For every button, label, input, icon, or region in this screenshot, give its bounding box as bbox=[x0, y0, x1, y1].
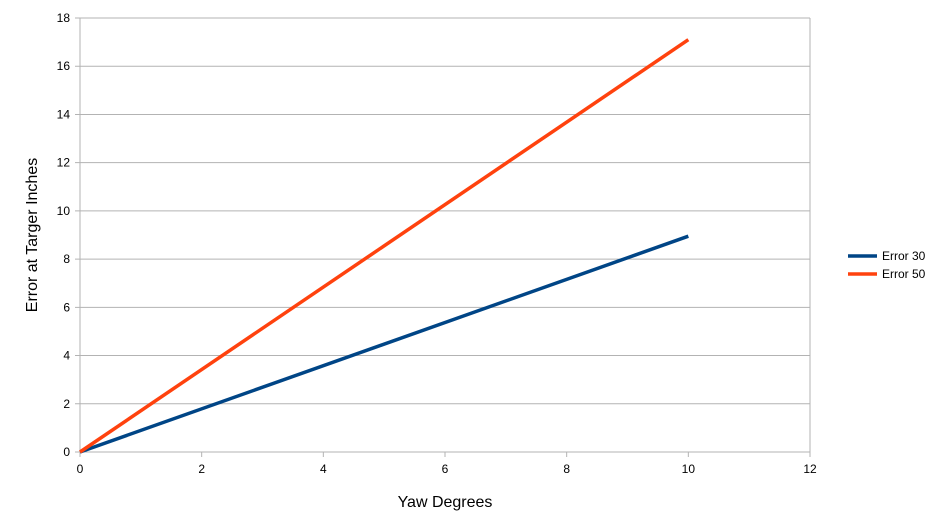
y-tick-label: 12 bbox=[57, 156, 71, 170]
series-line-error-30 bbox=[79, 234, 689, 454]
y-tick-label: 6 bbox=[63, 300, 70, 314]
x-tick-label: 12 bbox=[803, 462, 817, 476]
x-axis-ticks: 0 2 4 6 8 10 12 bbox=[77, 462, 817, 476]
x-tick-label: 0 bbox=[77, 462, 84, 476]
y-tick-label: 2 bbox=[63, 397, 70, 411]
legend-label: Error 30 bbox=[882, 249, 926, 263]
legend-label: Error 50 bbox=[882, 267, 926, 281]
y-tick-label: 14 bbox=[57, 107, 71, 121]
x-tick-label: 10 bbox=[682, 462, 696, 476]
gridlines bbox=[75, 17, 811, 457]
x-tick-label: 8 bbox=[563, 462, 570, 476]
x-tick-label: 6 bbox=[442, 462, 449, 476]
x-tick-label: 4 bbox=[320, 462, 327, 476]
y-tick-label: 8 bbox=[63, 252, 70, 266]
x-axis-title: Yaw Degrees bbox=[398, 494, 493, 511]
y-axis-ticks: 0 2 4 6 8 10 12 14 16 18 bbox=[57, 11, 71, 459]
y-axis-title: Error at Targer Inches bbox=[24, 158, 41, 312]
legend: Error 30 Error 50 bbox=[848, 249, 926, 281]
y-tick-label: 18 bbox=[57, 11, 71, 25]
series-lines bbox=[79, 38, 690, 454]
series-line-error-50 bbox=[79, 38, 690, 454]
y-tick-label: 16 bbox=[57, 59, 71, 73]
y-tick-label: 10 bbox=[57, 204, 71, 218]
x-tick-label: 2 bbox=[198, 462, 205, 476]
y-tick-label: 0 bbox=[63, 445, 70, 459]
y-tick-label: 4 bbox=[63, 349, 70, 363]
